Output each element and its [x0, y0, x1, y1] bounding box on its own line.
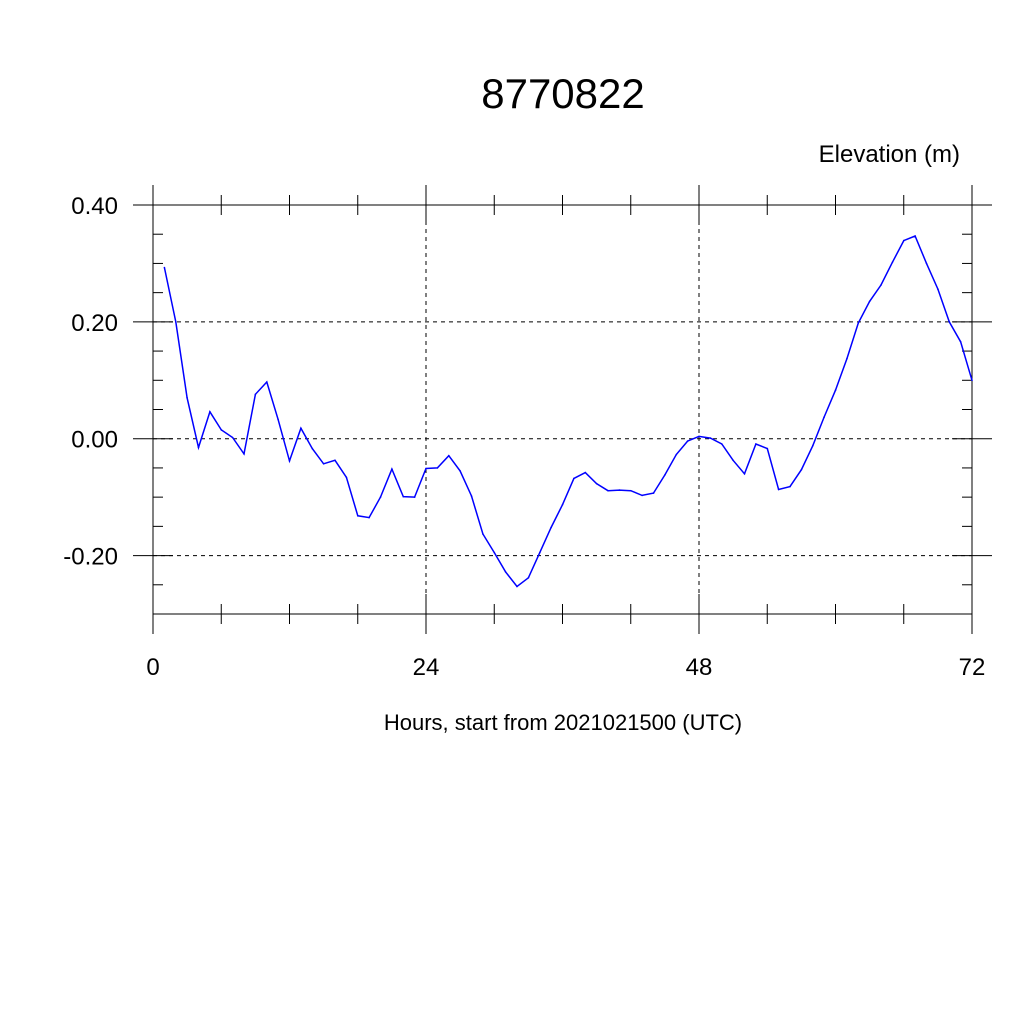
data-point	[322, 463, 325, 465]
data-point	[721, 443, 723, 445]
data-point	[197, 446, 200, 449]
data-point	[641, 494, 643, 497]
data-point	[436, 467, 439, 469]
data-point	[311, 447, 314, 450]
y-tick-label: -0.20	[63, 544, 118, 571]
data-point	[288, 460, 291, 462]
x-tick-label: 0	[146, 654, 159, 681]
data-point	[448, 454, 450, 457]
data-point	[812, 444, 814, 447]
data-point	[686, 440, 689, 442]
data-point	[573, 477, 575, 480]
data-point	[163, 266, 166, 269]
data-point	[266, 381, 268, 383]
data-point	[470, 495, 473, 497]
data-point	[834, 389, 837, 392]
data-point	[220, 429, 223, 431]
data-point	[186, 397, 188, 399]
data-point	[766, 447, 769, 450]
data-point	[231, 436, 234, 439]
chart-title: 8770822	[481, 70, 645, 117]
data-point	[709, 437, 712, 439]
x-tick-label: 24	[413, 654, 440, 681]
data-point	[379, 496, 382, 498]
data-point	[243, 453, 245, 455]
data-point	[971, 379, 973, 382]
data-point	[539, 551, 541, 554]
data-point	[391, 468, 393, 470]
data-point	[595, 482, 598, 485]
data-points	[163, 235, 973, 588]
data-point	[891, 261, 894, 264]
x-tick-label: 48	[686, 654, 713, 681]
data-point	[584, 471, 587, 474]
data-point	[368, 516, 370, 519]
data-point	[675, 453, 678, 456]
minor-ticks	[153, 195, 972, 624]
data-point	[527, 577, 530, 579]
major-ticks	[133, 185, 992, 634]
data-point	[550, 526, 552, 529]
data-point	[664, 474, 666, 476]
data-point	[357, 515, 359, 517]
x-axis-label: Hours, start from 2021021500 (UTC)	[384, 710, 742, 735]
data-point	[516, 585, 518, 588]
data-point	[800, 468, 803, 471]
data-point	[630, 489, 632, 492]
data-point	[561, 503, 564, 506]
data-point	[402, 495, 405, 498]
data-point	[300, 427, 302, 430]
data-point	[959, 340, 962, 343]
data-point	[209, 411, 211, 413]
data-point	[743, 473, 746, 475]
data-point	[482, 533, 484, 535]
data-point	[607, 489, 609, 492]
data-point	[425, 467, 427, 470]
data-point	[857, 322, 860, 324]
data-point	[948, 321, 951, 323]
data-point	[652, 492, 655, 494]
data-point	[334, 459, 336, 462]
data-point	[175, 321, 177, 323]
y-tick-label: 0.20	[71, 310, 118, 337]
data-point	[254, 393, 257, 396]
y-tick-label: 0.40	[71, 193, 118, 220]
tick-labels: 0 24 48 72 0.40 0.20 0.00 -0.20	[63, 193, 985, 681]
data-point	[925, 262, 928, 265]
data-point	[914, 235, 916, 237]
data-point	[880, 284, 882, 286]
data-point	[846, 357, 848, 360]
data-point	[868, 300, 871, 303]
data-point	[277, 418, 279, 421]
elevation-series-line	[163, 235, 973, 588]
data-point	[823, 416, 825, 418]
y-axis-label: Elevation (m)	[819, 141, 960, 168]
y-tick-label: 0.00	[71, 427, 118, 454]
data-point	[618, 489, 621, 491]
data-point	[493, 551, 496, 554]
data-point	[732, 459, 734, 462]
data-point	[903, 239, 905, 242]
data-point	[698, 435, 700, 438]
data-point	[937, 288, 939, 290]
data-point	[755, 443, 757, 445]
x-tick-label: 72	[959, 654, 986, 681]
data-point	[789, 485, 791, 488]
data-point	[504, 571, 507, 573]
plot-frame	[152, 204, 973, 615]
data-point	[413, 496, 416, 498]
data-point	[777, 488, 780, 491]
data-point	[345, 476, 348, 479]
data-point	[459, 470, 461, 472]
